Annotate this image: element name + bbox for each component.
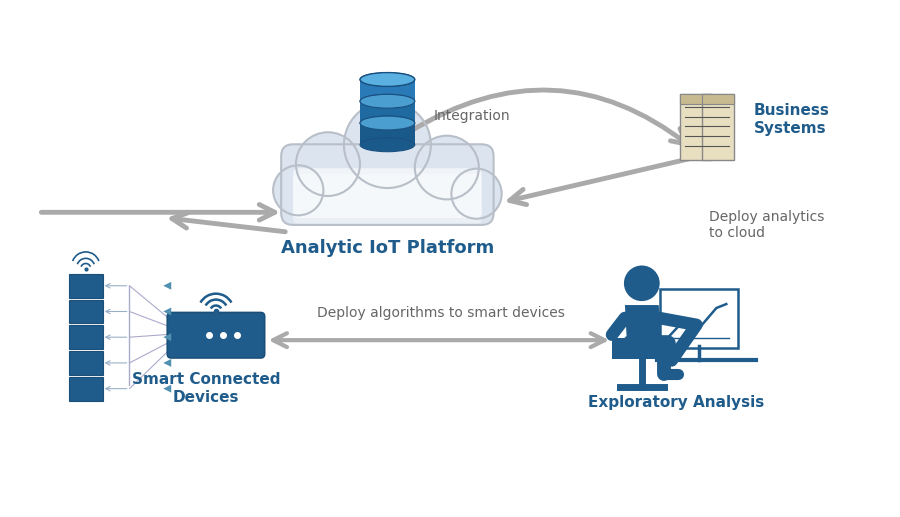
FancyBboxPatch shape	[293, 174, 482, 224]
Ellipse shape	[360, 116, 415, 130]
FancyBboxPatch shape	[660, 289, 738, 347]
Ellipse shape	[360, 94, 415, 108]
FancyBboxPatch shape	[360, 101, 415, 123]
Text: Business
Systems: Business Systems	[753, 103, 830, 136]
Polygon shape	[163, 282, 171, 290]
Polygon shape	[625, 305, 662, 343]
FancyBboxPatch shape	[680, 94, 712, 160]
Polygon shape	[163, 308, 171, 315]
Circle shape	[344, 101, 431, 188]
FancyBboxPatch shape	[293, 168, 482, 218]
Polygon shape	[163, 385, 171, 392]
FancyBboxPatch shape	[167, 312, 265, 358]
Text: Analytic IoT Platform: Analytic IoT Platform	[281, 239, 494, 257]
Text: Deploy analytics
to cloud: Deploy analytics to cloud	[709, 210, 824, 240]
FancyBboxPatch shape	[702, 94, 733, 160]
Circle shape	[452, 169, 501, 219]
FancyBboxPatch shape	[360, 123, 415, 145]
Ellipse shape	[360, 72, 415, 86]
Text: Exploratory Analysis: Exploratory Analysis	[589, 394, 765, 409]
FancyBboxPatch shape	[69, 351, 103, 375]
Ellipse shape	[360, 72, 415, 86]
FancyBboxPatch shape	[69, 377, 103, 401]
Ellipse shape	[360, 94, 415, 108]
Polygon shape	[163, 359, 171, 367]
Polygon shape	[163, 333, 171, 341]
Circle shape	[624, 266, 660, 301]
Circle shape	[415, 135, 479, 200]
FancyBboxPatch shape	[69, 274, 103, 298]
Text: Smart Connected
Devices: Smart Connected Devices	[131, 372, 280, 405]
FancyBboxPatch shape	[69, 300, 103, 323]
FancyBboxPatch shape	[360, 80, 415, 101]
Circle shape	[296, 132, 360, 196]
FancyBboxPatch shape	[680, 94, 712, 104]
Ellipse shape	[360, 116, 415, 130]
Circle shape	[273, 165, 323, 215]
Text: Deploy algorithms to smart devices: Deploy algorithms to smart devices	[318, 307, 565, 321]
FancyBboxPatch shape	[612, 338, 670, 359]
FancyBboxPatch shape	[281, 144, 493, 225]
Text: Integration: Integration	[434, 109, 510, 124]
FancyBboxPatch shape	[702, 94, 733, 104]
Ellipse shape	[360, 138, 415, 151]
FancyBboxPatch shape	[69, 325, 103, 349]
